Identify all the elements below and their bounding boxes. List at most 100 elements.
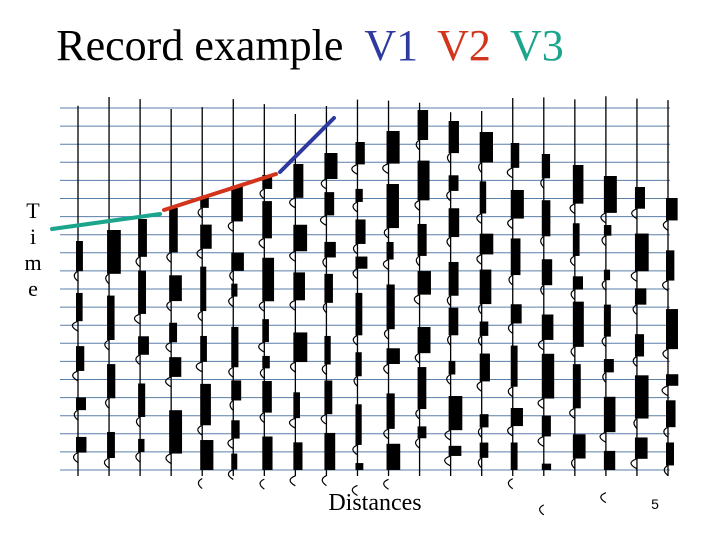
wiggle-fill: [572, 165, 584, 204]
wiggle-fill: [324, 432, 336, 470]
wiggle-curve: [352, 201, 358, 213]
wiggle-fill: [634, 288, 647, 305]
wiggle-curve: [259, 478, 265, 490]
wiggle-curve: [631, 208, 638, 220]
wiggle-fill: [355, 142, 365, 165]
wiggle-fill: [634, 187, 645, 209]
wiggle-curve: [165, 376, 172, 388]
wiggle-curve: [197, 424, 203, 436]
wiggle-curve: [383, 328, 389, 340]
wiggle-curve: [444, 455, 451, 467]
wiggle-curve: [352, 268, 358, 280]
wiggle-curve: [414, 199, 420, 211]
wiggle-curve: [476, 253, 483, 265]
wiggle-curve: [599, 431, 607, 443]
wiggle-fill: [293, 332, 308, 363]
wiggle-curve: [507, 218, 514, 230]
wiggle-curve: [630, 270, 638, 282]
wiggle-fill: [262, 257, 275, 302]
wiggle-curve: [73, 270, 79, 282]
wiggle-curve: [569, 255, 576, 267]
wiggle-curve: [351, 163, 358, 175]
wiggle-fill: [138, 270, 147, 314]
wiggle-fill: [231, 283, 238, 297]
wiggle-fill: [107, 431, 115, 459]
distance-axis-label: Distances: [328, 490, 422, 516]
wiggle-fill: [572, 276, 583, 290]
wiggle-curve: [352, 444, 358, 456]
wiggle-curve: [322, 256, 327, 268]
wiggle-fill: [572, 434, 586, 459]
wiggle-curve: [383, 363, 389, 375]
wiggle-curve: [382, 258, 389, 271]
wiggle-curve: [259, 412, 265, 424]
wiggle-fill: [448, 396, 463, 431]
wiggle-fill: [138, 438, 145, 453]
wiggle-fill: [603, 450, 616, 470]
wiggle-curve: [507, 322, 514, 334]
wiggle-fill: [324, 335, 331, 365]
wiggle-curve: [166, 300, 172, 312]
wiggle-curve: [446, 152, 452, 164]
wiggle-curve: [259, 188, 265, 200]
wiggle-curve: [602, 371, 607, 383]
wiggle-fill: [386, 348, 400, 365]
wiggle-curve: [477, 457, 483, 469]
wiggle-curve: [259, 367, 265, 379]
wiggle-fill: [541, 259, 553, 286]
wiggle-curve: [228, 296, 234, 308]
wiggle-curve: [135, 416, 141, 428]
wiggle-curve: [322, 302, 327, 314]
time-letter-e: e: [28, 276, 38, 301]
wiggle-fill: [262, 381, 272, 413]
wiggle-curve: [319, 214, 327, 226]
wiggle-fill: [541, 463, 552, 470]
wiggle-fill: [541, 314, 554, 340]
v2-line: [162, 172, 278, 212]
wiggle-fill: [634, 437, 648, 459]
wiggle-fill: [417, 223, 427, 256]
wiggle-curve: [289, 250, 296, 262]
seismic-traces: [71, 96, 679, 516]
wiggle-curve: [133, 313, 141, 325]
wiggle-fill: [417, 160, 430, 201]
wiggle-curve: [507, 478, 514, 490]
wiggle-curve: [447, 334, 452, 346]
v1-line: [278, 116, 336, 174]
wiggle-fill: [169, 208, 178, 253]
wiggle-fill: [355, 292, 363, 336]
wiggle-fill: [138, 383, 146, 417]
wiggle-fill: [169, 410, 183, 454]
wiggle-curve: [662, 348, 669, 360]
wiggle-curve: [227, 220, 234, 232]
wiggle-curve: [601, 279, 607, 291]
wiggle-curve: [540, 284, 545, 296]
wiggle-fill: [510, 407, 523, 427]
wiggle-fill: [200, 335, 207, 362]
wiggle-fill: [76, 346, 85, 371]
wiggle-fill: [107, 364, 116, 399]
wiggle-fill: [355, 256, 368, 269]
slide-title: Record example V1 V2 V3: [0, 20, 620, 72]
wiggle-fill: [603, 396, 616, 433]
wiggle-curve: [320, 178, 327, 190]
title-text: Record example: [56, 21, 344, 70]
wiggle-curve: [508, 274, 514, 286]
wiggle-curve: [196, 248, 203, 260]
velocity-lines: [50, 116, 336, 231]
wiggle-curve: [540, 177, 545, 189]
wiggle-curve: [570, 289, 576, 301]
wiggle-curve: [289, 475, 296, 487]
wiggle-curve: [569, 407, 576, 419]
wiggle-curve: [661, 280, 669, 292]
wiggle-fill: [448, 445, 462, 456]
wiggle-curve: [382, 163, 389, 175]
title-v1: V1: [364, 21, 419, 70]
wiggle-curve: [569, 203, 576, 215]
wiggle-curve: [321, 475, 327, 487]
wiggle-curve: [632, 355, 638, 367]
wiggle-fill: [666, 400, 676, 428]
wiggle-curve: [228, 366, 234, 378]
wiggle-fill: [200, 197, 209, 208]
time-letter-t: T: [26, 198, 40, 223]
